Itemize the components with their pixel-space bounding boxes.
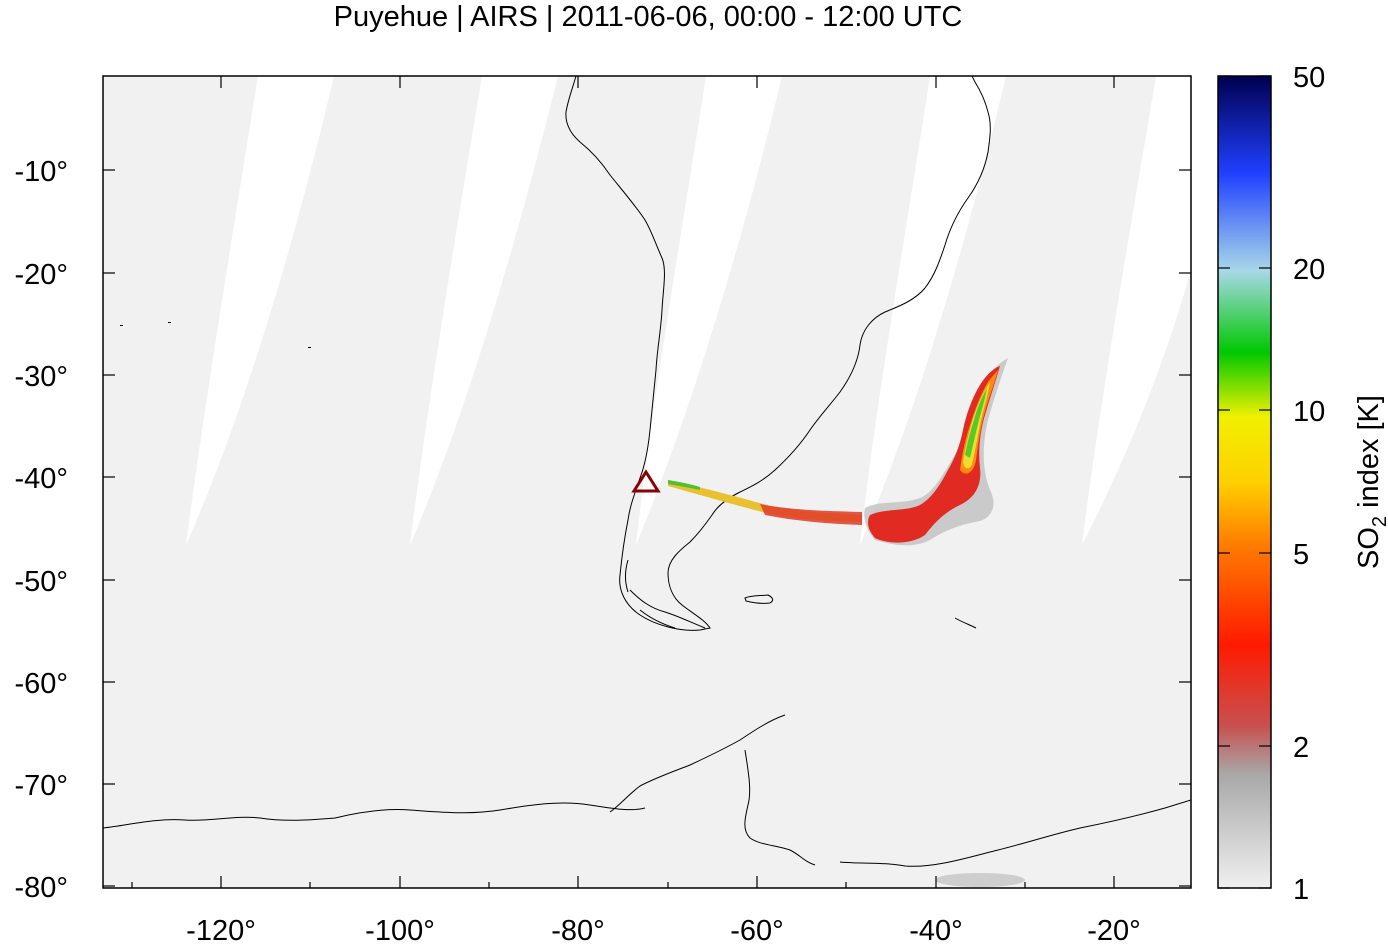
colorbar-ticks [1218,75,1271,889]
lat-tick-label: -30° [14,361,68,393]
lon-tick-label: -60° [730,915,784,947]
lon-tick-label: -20° [1087,915,1141,947]
swath-gap-3 [636,76,782,545]
colorbar-tick-label: 2 [1293,732,1309,764]
colorbar-label-main: SO [1353,527,1385,569]
plume-green-core [965,388,987,458]
coastline-falkland-islands [744,594,774,604]
coastline-antarctic-peninsula [609,714,816,866]
swath-gap-4 [860,76,1006,545]
lon-tick-label: -120° [186,915,256,947]
swath-gap-2 [410,76,558,545]
colorbar-tick-label: 10 [1293,396,1325,428]
map-panel [103,76,1191,888]
lat-tick-labels: -10° -20° -30° -40° -50° -60° -70° -80° [14,156,68,904]
plume-band-west-green [668,480,700,490]
plume-halo [864,358,1008,546]
stray-pixel [120,325,123,326]
stray-pixel [168,322,171,323]
lat-tick-label: -20° [14,259,68,291]
colorbar-tick-label: 1 [1293,874,1309,906]
lat-tick-label: -50° [14,566,68,598]
colorbar-tick-label: 20 [1293,254,1325,286]
plume-band-west-edge [760,504,862,525]
chart-title: Puyehue | AIRS | 2011-06-06, 00:00 - 12:… [334,1,963,33]
volcano-triangle-icon [631,469,661,493]
so2-patch-south [935,873,1025,887]
lon-tick-label: -80° [551,915,605,947]
colorbar-tick-label: 5 [1293,539,1309,571]
colorbar-tick-label: 50 [1293,62,1325,94]
map-frame [102,75,1192,889]
lat-ticks [103,169,1191,887]
colorbar-tick-labels: 50 20 10 5 2 1 [1293,62,1325,906]
lat-tick-label: -60° [14,668,68,700]
coastline-tierra-del-fuego [624,559,706,629]
lon-tick-label: -40° [909,915,963,947]
swath-gap-5 [1082,76,1191,545]
colorbar-label: SO2 index [K] [1353,395,1388,569]
colorbar-gradient [1218,76,1271,888]
lon-tick-labels: -120° -100° -80° -60° -40° -20° [186,915,1141,947]
lat-tick-label: -70° [14,770,68,802]
swath-gap-1 [186,76,334,545]
plume-red-east [867,366,1000,543]
stray-pixel [308,347,311,348]
colorbar-frame [1217,75,1272,889]
coastline-south-america [565,76,991,631]
lon-tick-label: -100° [365,915,435,947]
coastline-south-georgia [954,617,977,629]
colorbar-label-rest: index [K] [1353,395,1385,516]
colorbar: 50 20 10 5 2 1 SO2 index [K] [1217,62,1388,906]
coastline-antarctica [103,799,1191,867]
lat-tick-label: -80° [14,872,68,904]
lat-tick-label: -10° [14,156,68,188]
so2-plume [668,358,1008,546]
lon-ticks [131,76,1115,888]
colorbar-label-subscript: 2 [1369,516,1388,527]
lat-tick-label: -40° [14,463,68,495]
